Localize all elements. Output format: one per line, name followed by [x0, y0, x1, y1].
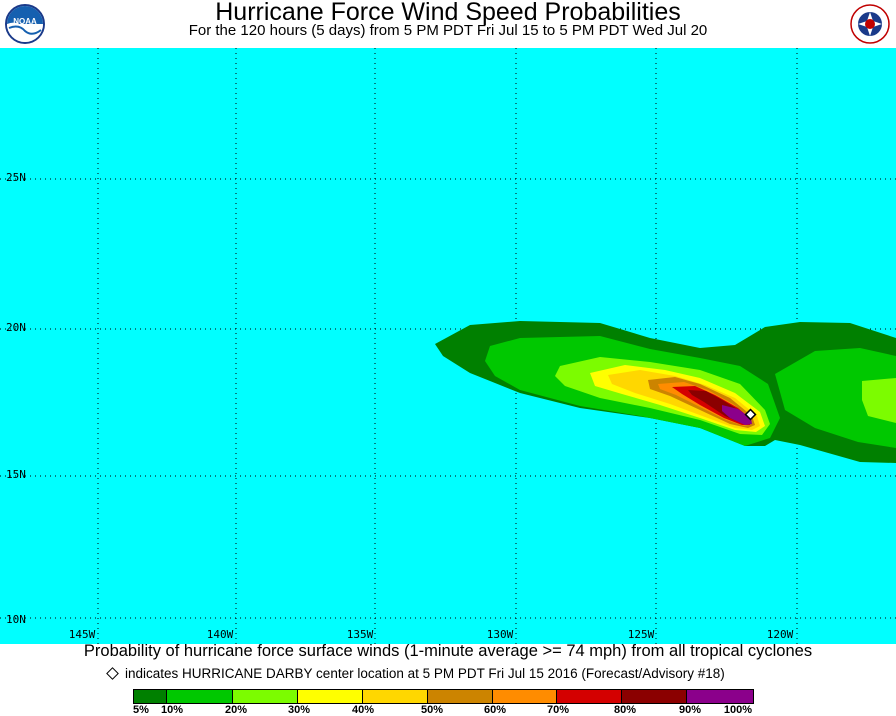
lon-label-130w: 130W	[486, 628, 514, 641]
legend-swatch-50	[428, 690, 493, 703]
lat-label-20n: 20N	[6, 321, 26, 334]
legend-swatch-80	[622, 690, 687, 703]
noaa-logo: NOAA	[5, 4, 45, 44]
storm-center-note-text: indicates HURRICANE DARBY center locatio…	[125, 666, 725, 681]
lon-label-125w: 125W	[627, 628, 655, 641]
legend-swatch-90	[687, 690, 753, 703]
legend-label-40: 40%	[351, 704, 375, 716]
legend-label-5: 5%	[133, 704, 149, 716]
legend-swatch-60	[493, 690, 557, 703]
legend-swatch-30	[298, 690, 363, 703]
lat-label-15n: 15N	[6, 468, 26, 481]
noaa-logo-graphic	[5, 4, 45, 44]
lon-label-140w: 140W	[206, 628, 234, 641]
probability-legend-bar	[133, 689, 754, 704]
legend-label-100: 100%	[723, 704, 753, 716]
probability-map: 25N 20N 15N 10N 145W 140W 135W 130W 125W…	[0, 48, 896, 644]
header: NOAA Hurricane Force Wind Speed Probabil…	[0, 0, 896, 48]
legend-label-20: 20%	[224, 704, 248, 716]
storm-center-marker-icon	[744, 408, 757, 421]
storm-center-note: indicates HURRICANE DARBY center locatio…	[106, 666, 725, 681]
legend-swatch-10	[167, 690, 233, 703]
contour-10-percent-east	[775, 348, 896, 448]
lat-label-10n: 10N	[6, 613, 26, 626]
contour-20-percent-east	[862, 378, 896, 423]
lon-label-120w: 120W	[766, 628, 794, 641]
lon-label-135w: 135W	[346, 628, 374, 641]
noaa-logo-text: NOAA	[13, 17, 37, 26]
footer: Probability of hurricane force surface w…	[0, 642, 896, 716]
nws-logo-graphic	[850, 4, 890, 44]
legend-label-50: 50%	[420, 704, 444, 716]
contour-90-percent	[722, 405, 752, 425]
legend-swatch-40	[363, 690, 428, 703]
lon-label-145w: 145W	[68, 628, 96, 641]
legend-label-90: 90%	[678, 704, 702, 716]
probability-contours	[435, 321, 896, 463]
legend-label-80: 80%	[613, 704, 637, 716]
legend-swatch-20	[233, 690, 298, 703]
legend-swatch-5	[134, 690, 167, 703]
legend-label-10: 10%	[160, 704, 184, 716]
page-title: Hurricane Force Wind Speed Probabilities	[215, 0, 681, 26]
map-canvas	[0, 48, 896, 644]
legend-label-60: 60%	[483, 704, 507, 716]
map-caption: Probability of hurricane force surface w…	[83, 642, 813, 660]
legend-label-70: 70%	[546, 704, 570, 716]
page-subtitle: For the 120 hours (5 days) from 5 PM PDT…	[188, 22, 708, 39]
legend-label-30: 30%	[287, 704, 311, 716]
lat-label-25n: 25N	[6, 171, 26, 184]
national-weather-service-logo	[850, 4, 890, 44]
legend-swatch-70	[557, 690, 622, 703]
diamond-icon	[106, 667, 119, 680]
